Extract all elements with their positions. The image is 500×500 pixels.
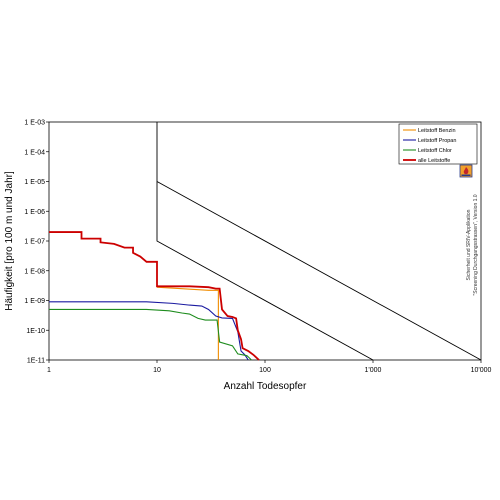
criteria-lines [156, 122, 482, 361]
side-note: Sicherheit und SRIV-Applikation "Screenin… [466, 194, 479, 295]
x-axis-title: Anzahl Todesopfer [224, 381, 307, 392]
flame-shape [463, 167, 469, 175]
y-tick-label: 1 E-03 [24, 120, 45, 127]
y-tick-label: 1E-11 [27, 358, 45, 365]
y-tick-label: 1 E-06 [24, 209, 45, 216]
legend-label: Leitstoff Chlor [418, 148, 452, 154]
y-tick-label: 1 E-05 [24, 179, 45, 186]
side-note-text: Sicherheit und SRIV-Applikation "Screenin… [466, 194, 479, 295]
series-line-leitstoff-chlor [49, 308, 252, 361]
hazard-logo-icon [459, 164, 473, 178]
legend: Leitstoff Benzin Leitstoff Propan Leitstof… [398, 123, 478, 178]
y-tick-label: 1 E-04 [24, 149, 45, 156]
y-tick-label: 1 E-08 [24, 268, 45, 275]
legend-box [398, 123, 478, 165]
x-tick-label: 100 [259, 367, 271, 374]
x-tick-label: 10'000 [471, 367, 492, 374]
side-note-line: "Screening Durchgangsstrassen", Version … [473, 194, 479, 295]
series-line-leitstoff-benzin [156, 286, 219, 360]
y-axis-title: Häufigkeit [pro 100 m und Jahr] [4, 171, 15, 311]
legend-label: alle Leitstoffe [418, 158, 450, 164]
criteria-line [156, 181, 482, 361]
criteria-line [156, 122, 374, 361]
y-tick-label: 1 E-09 [24, 298, 45, 305]
logo-base [461, 174, 471, 176]
y-tick-label: 1 E-07 [24, 239, 45, 246]
x-tick-label: 10 [153, 367, 161, 374]
legend-label: Leitstoff Propan [418, 138, 456, 144]
legend-label: Leitstoff Benzin [418, 128, 456, 134]
axes: 1 E-03 1 E-04 1 E-05 1 E-06 1 E-07 1 E-08 1 E-… [4, 120, 492, 393]
series-line-alle-leitstoffe [49, 231, 260, 361]
x-tick-label: 1 [47, 367, 51, 374]
series-line-leitstoff-propan [49, 301, 249, 361]
x-tick-label: 1'000 [365, 367, 382, 374]
series-lines [49, 231, 260, 361]
y-tick-label: 1E-10 [26, 328, 45, 335]
side-note-line: Sicherheit und SRIV-Applikation [466, 209, 472, 280]
